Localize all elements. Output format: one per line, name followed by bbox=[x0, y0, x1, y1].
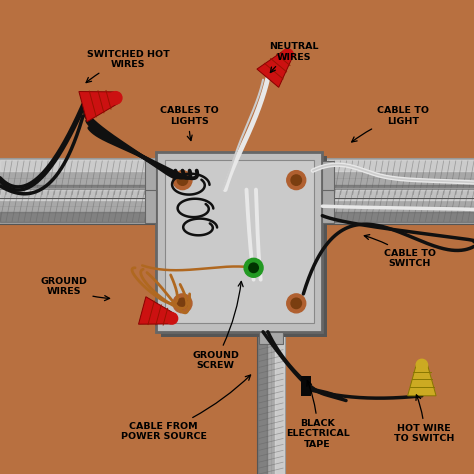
FancyBboxPatch shape bbox=[156, 152, 322, 332]
Polygon shape bbox=[79, 91, 117, 122]
Polygon shape bbox=[257, 51, 292, 87]
FancyBboxPatch shape bbox=[0, 188, 156, 224]
Text: CABLE TO
LIGHT: CABLE TO LIGHT bbox=[352, 107, 429, 142]
FancyBboxPatch shape bbox=[322, 161, 334, 194]
Circle shape bbox=[291, 298, 301, 309]
FancyBboxPatch shape bbox=[257, 332, 285, 474]
FancyBboxPatch shape bbox=[161, 156, 327, 337]
Text: SWITCHED HOT
WIRES: SWITCHED HOT WIRES bbox=[86, 50, 169, 82]
Circle shape bbox=[287, 294, 306, 313]
FancyBboxPatch shape bbox=[165, 160, 314, 323]
Circle shape bbox=[291, 175, 301, 185]
FancyBboxPatch shape bbox=[0, 158, 156, 198]
FancyBboxPatch shape bbox=[322, 190, 334, 223]
Circle shape bbox=[287, 171, 306, 190]
Text: NEUTRAL
WIRES: NEUTRAL WIRES bbox=[269, 43, 319, 73]
FancyBboxPatch shape bbox=[259, 332, 283, 344]
Text: CABLE TO
SWITCH: CABLE TO SWITCH bbox=[365, 235, 436, 268]
FancyBboxPatch shape bbox=[322, 158, 474, 198]
Text: BLACK
ELECTRICAL
TAPE: BLACK ELECTRICAL TAPE bbox=[286, 381, 349, 448]
FancyBboxPatch shape bbox=[322, 188, 474, 224]
Polygon shape bbox=[408, 365, 436, 396]
Text: HOT WIRE
TO SWITCH: HOT WIRE TO SWITCH bbox=[394, 395, 455, 443]
Text: CABLE FROM
POWER SOURCE: CABLE FROM POWER SOURCE bbox=[120, 375, 251, 441]
FancyBboxPatch shape bbox=[145, 190, 156, 223]
Text: CABLES TO
LIGHTS: CABLES TO LIGHTS bbox=[160, 107, 219, 140]
FancyBboxPatch shape bbox=[301, 376, 311, 396]
Circle shape bbox=[166, 313, 178, 324]
Circle shape bbox=[416, 359, 428, 371]
Circle shape bbox=[249, 263, 258, 273]
Circle shape bbox=[173, 171, 192, 190]
Polygon shape bbox=[138, 297, 173, 324]
Circle shape bbox=[177, 298, 188, 309]
Text: GROUND
SCREW: GROUND SCREW bbox=[192, 282, 243, 370]
Circle shape bbox=[109, 91, 122, 104]
Circle shape bbox=[173, 294, 192, 313]
Text: GROUND
WIRES: GROUND WIRES bbox=[41, 277, 109, 301]
Circle shape bbox=[282, 49, 293, 60]
Circle shape bbox=[244, 258, 263, 277]
Circle shape bbox=[177, 175, 188, 185]
FancyBboxPatch shape bbox=[145, 161, 156, 194]
